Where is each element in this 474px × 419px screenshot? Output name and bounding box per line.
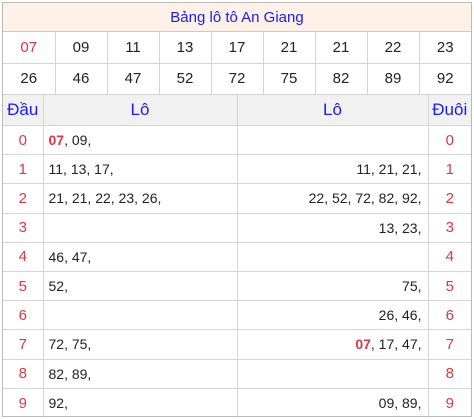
table-row: 4 46, 47, 4 (3, 242, 471, 272)
lo-right-cell: 22, 52, 72, 82, 92, (237, 183, 429, 214)
table-row: 9 92, 09, 89, 9 (3, 388, 471, 418)
lo-left-values: 11, 13, 17, (48, 161, 114, 178)
table-row: 3 13, 23, 3 (3, 213, 471, 243)
dau-digit: 3 (3, 213, 44, 243)
number-cell: 89 (367, 63, 420, 95)
lo-left-cell: 46, 47, (43, 242, 238, 272)
lo-right-cell: 26, 46, (237, 300, 429, 331)
lo-left-values: 72, 75, (48, 336, 92, 353)
lo-right-values: 09, 89, (378, 395, 422, 412)
lo-right-cell: 11, 21, 21, (237, 154, 429, 185)
number-cell: 17 (211, 32, 264, 64)
lo-left-cell: 07, 09, (43, 125, 238, 156)
duoi-digit: 0 (428, 125, 471, 156)
dau-digit: 8 (3, 359, 44, 389)
dau-digit: 6 (3, 300, 44, 331)
lo-right-cell: 75, (237, 271, 429, 302)
dau-digit: 2 (3, 183, 44, 214)
duoi-digit: 3 (428, 213, 471, 243)
number-cell: 82 (315, 63, 368, 95)
numbers-row-2: 26 46 47 52 72 75 82 89 92 (3, 63, 471, 95)
lo-right-values: 11, 21, 21, (356, 161, 422, 178)
lo-right-values: 13, 23, (378, 219, 422, 236)
lo-left-values: 21, 21, 22, 23, 26, (48, 190, 162, 207)
number-cell: 47 (107, 63, 160, 95)
board-title: Bảng lô tô An Giang (3, 3, 471, 32)
lo-left-values: 82, 89, (48, 365, 92, 382)
special-number: 07 (355, 336, 371, 353)
header-lo-left: Lô (43, 94, 238, 126)
lo-right-cell: 13, 23, (237, 213, 429, 243)
dau-digit: 1 (3, 154, 44, 185)
number-cell: 09 (55, 32, 108, 64)
lo-left-cell: 21, 21, 22, 23, 26, (43, 183, 238, 214)
dau-digit: 0 (3, 125, 44, 156)
lo-right-cell: 07, 17, 47, (237, 329, 429, 360)
lo-left-cell: 52, (43, 271, 238, 302)
dau-digit: 7 (3, 329, 44, 360)
lo-right-cell: 09, 89, (237, 388, 429, 418)
duoi-digit: 8 (428, 359, 471, 389)
table-row: 2 21, 21, 22, 23, 26, 22, 52, 72, 82, 92, 2 (3, 183, 471, 214)
duoi-digit: 1 (428, 154, 471, 185)
lo-left-values: 92, (48, 395, 68, 412)
table-row: 6 26, 46, 6 (3, 300, 471, 331)
special-number: 07 (48, 132, 65, 149)
number-cell: 92 (419, 63, 471, 95)
dau-digit: 4 (3, 242, 44, 272)
number-cell: 52 (159, 63, 212, 95)
lo-right-cell (237, 359, 429, 389)
header-duoi: Đuôi (428, 94, 471, 126)
table-row: 0 07, 09, 0 (3, 125, 471, 156)
duoi-digit: 2 (428, 183, 471, 214)
header-dau: Đầu (3, 94, 44, 126)
lo-right-values: , 17, 47, (370, 336, 422, 353)
lo-left-cell (43, 213, 238, 243)
duoi-digit: 9 (445, 394, 454, 412)
lo-right-values: 26, 46, (378, 307, 422, 324)
lo-left-cell: 82, 89, (43, 359, 238, 389)
number-cell: 26 (3, 63, 56, 95)
lo-left-values: 52, (48, 278, 68, 295)
lo-right-cell (237, 125, 429, 156)
lo-left-cell (43, 300, 238, 331)
lo-right-values: 75, (402, 278, 422, 295)
duoi-digit: 7 (428, 329, 471, 360)
number-cell: 13 (159, 32, 212, 64)
duoi-digit: 4 (428, 242, 471, 272)
number-cell: 46 (55, 63, 108, 95)
duoi-digit: 5 (428, 271, 471, 302)
number-cell: 23 (419, 32, 471, 64)
lo-right-values: 22, 52, 72, 82, 92, (308, 190, 422, 207)
table-row: 8 82, 89, 8 (3, 359, 471, 389)
lo-left-values: 46, 47, (48, 248, 92, 265)
table-row: 5 52, 75, 5 (3, 271, 471, 302)
lo-table: Đầu Lô Lô Đuôi 0 07, 09, 0 1 11, 13, 17, 11, … (3, 94, 471, 418)
dau-digit: 5 (3, 271, 44, 302)
dau-digit: 9 (3, 388, 44, 418)
lo-left-values: , 09, (64, 132, 92, 149)
number-cell: 22 (367, 32, 420, 64)
number-cell: 21 (315, 32, 368, 64)
numbers-row-1: 07 09 11 13 17 21 21 22 23 (3, 32, 471, 64)
number-cell: 21 (263, 32, 316, 64)
lo-left-cell: 72, 75, (43, 329, 238, 360)
table-row: 1 11, 13, 17, 11, 21, 21, 1 (3, 154, 471, 185)
lo-right-cell (237, 242, 429, 272)
table-row: 7 72, 75, 07, 17, 47, 7 (3, 329, 471, 360)
number-cell: 75 (263, 63, 316, 95)
number-cell: 07 (3, 32, 56, 64)
duoi-digit: 6 (428, 300, 471, 331)
number-cell: 72 (211, 63, 264, 95)
lo-left-cell: 92, (43, 388, 238, 418)
number-cell: 11 (107, 32, 160, 64)
header-lo-right: Lô (237, 94, 429, 126)
numbers-grid: 07 09 11 13 17 21 21 22 23 26 46 47 52 72 75 82 89 92 (3, 32, 471, 95)
lo-left-cell: 11, 13, 17, (43, 154, 238, 185)
